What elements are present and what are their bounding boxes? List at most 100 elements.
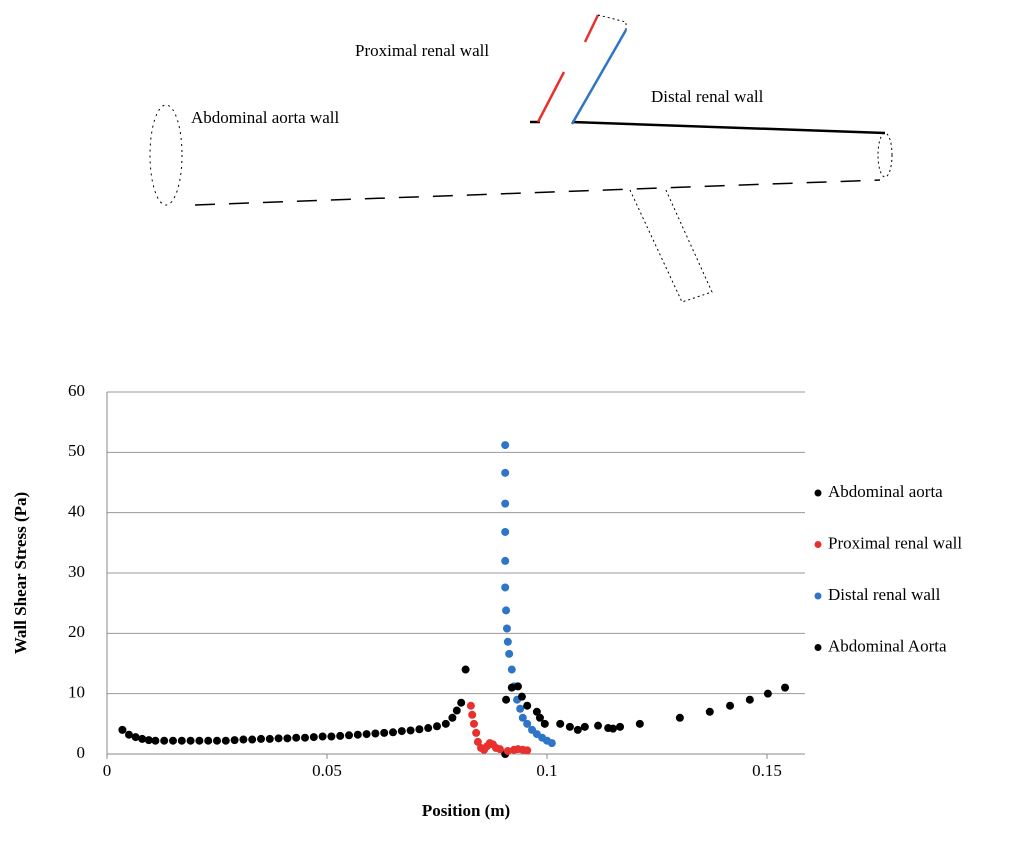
- data-point: [468, 710, 477, 719]
- data-point: [353, 730, 362, 739]
- data-point: [452, 706, 461, 715]
- data-point: [371, 729, 380, 738]
- y-tick-label: 50: [68, 441, 85, 460]
- proximal-renal-wall-line: [536, 71, 566, 123]
- y-axis-title: Wall Shear Stress (Pa): [11, 492, 30, 654]
- data-point: [118, 725, 127, 734]
- legend-label: Distal renal wall: [828, 585, 941, 604]
- data-point: [177, 736, 186, 745]
- legend-marker: [814, 541, 822, 548]
- data-point: [195, 736, 204, 745]
- legend-label: Abdominal aorta: [828, 482, 943, 501]
- data-point: [345, 731, 353, 740]
- data-point: [513, 682, 522, 691]
- data-point: [503, 746, 512, 755]
- data-point: [257, 734, 265, 743]
- data-point: [675, 713, 684, 722]
- data-point: [406, 726, 415, 735]
- diagram-label: Proximal renal wall: [355, 41, 489, 60]
- x-tick-label: 0.15: [752, 761, 782, 780]
- data-point: [516, 704, 525, 713]
- data-point: [580, 722, 589, 731]
- data-point: [221, 736, 230, 745]
- data-point: [547, 739, 556, 748]
- legend-marker: [814, 644, 822, 651]
- data-point: [138, 734, 147, 743]
- data-point: [160, 736, 169, 745]
- y-tick-label: 40: [68, 502, 85, 521]
- data-point: [283, 734, 292, 743]
- aorta-inlet: [149, 104, 183, 206]
- data-point: [448, 713, 457, 722]
- data-point: [309, 733, 318, 742]
- data-point: [556, 719, 565, 728]
- data-point: [248, 735, 257, 744]
- data-point: [318, 732, 327, 741]
- y-tick-label: 20: [68, 622, 85, 641]
- vessel-diagram: [149, 14, 893, 303]
- data-point: [327, 732, 336, 741]
- data-point: [523, 701, 532, 710]
- y-tick-label: 60: [68, 381, 85, 400]
- data-point: [507, 683, 516, 692]
- data-point: [424, 724, 433, 733]
- aorta-outlet: [877, 132, 893, 178]
- data-point: [461, 665, 470, 674]
- data-point: [503, 637, 512, 646]
- data-point: [230, 736, 239, 745]
- y-tick-label: 10: [68, 683, 85, 702]
- data-point: [616, 722, 625, 731]
- legend-label: Abdominal Aorta: [828, 636, 947, 655]
- data-point: [336, 731, 345, 740]
- data-point: [441, 719, 450, 728]
- data-point: [523, 719, 532, 728]
- data-point: [635, 719, 644, 728]
- data-point: [473, 737, 482, 746]
- x-axis-title: Position (m): [422, 801, 510, 820]
- data-point: [781, 683, 790, 692]
- data-point: [535, 713, 544, 722]
- data-point: [540, 719, 549, 728]
- data-point: [213, 736, 221, 745]
- data-point: [501, 583, 510, 592]
- data-point: [501, 527, 510, 536]
- data-point: [594, 721, 603, 730]
- data-point: [469, 719, 478, 728]
- data-point: [532, 707, 541, 716]
- data-point: [433, 722, 441, 731]
- x-tick-label: 0.1: [536, 761, 557, 780]
- data-point: [726, 701, 735, 710]
- renal-outlet: [597, 14, 627, 30]
- data-point: [169, 736, 177, 745]
- data-point: [518, 713, 527, 722]
- data-point: [502, 606, 511, 615]
- diagram-label: Abdominal aorta wall: [191, 108, 340, 127]
- data-point: [466, 701, 475, 710]
- data-point: [274, 734, 283, 743]
- data-point: [745, 695, 754, 704]
- x-tick-label: 0.05: [312, 761, 342, 780]
- data-point: [151, 736, 160, 745]
- data-point: [763, 689, 772, 698]
- data-point: [502, 695, 511, 704]
- y-tick-label: 30: [68, 562, 85, 581]
- data-point: [265, 734, 274, 743]
- data-point: [502, 624, 511, 633]
- data-point: [705, 707, 714, 716]
- data-point: [501, 556, 510, 565]
- x-tick-label: 0: [103, 761, 112, 780]
- data-point: [501, 468, 510, 477]
- data-point: [389, 728, 397, 737]
- data-point: [186, 736, 195, 745]
- diagram-label: Distal renal wall: [651, 87, 764, 106]
- aorta-lower-wall: [194, 179, 881, 206]
- data-point: [292, 733, 301, 742]
- legend-marker: [814, 489, 822, 497]
- distal-renal-wall-line: [570, 29, 628, 125]
- y-tick-label: 0: [77, 743, 86, 762]
- data-point: [301, 733, 309, 742]
- data-point: [380, 728, 389, 737]
- data-point: [505, 649, 514, 658]
- data-point: [609, 724, 617, 733]
